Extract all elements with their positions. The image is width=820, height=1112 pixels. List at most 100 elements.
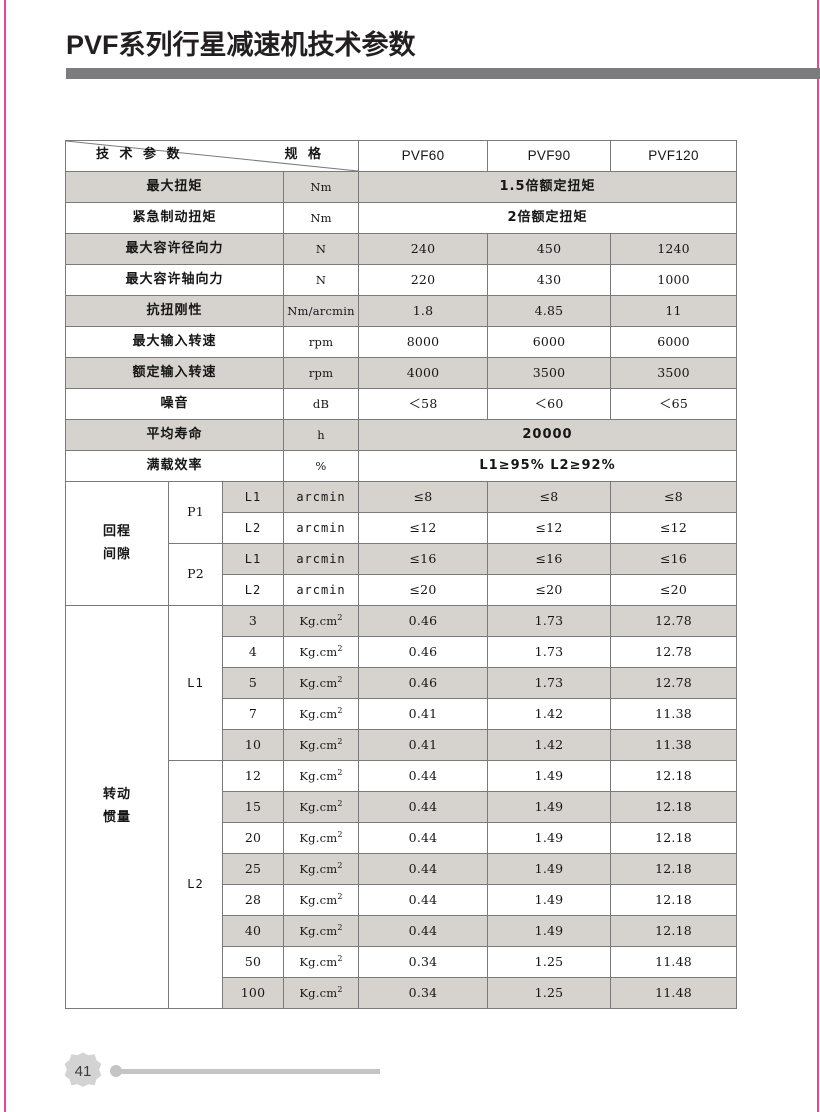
- spec-table-wrapper: 规 格 技 术 参 数 PVF60 PVF90 PVF120 最大扭矩 Nm 1.5倍额定扭矩…: [65, 140, 737, 1009]
- param-unit: rpm: [308, 365, 334, 380]
- param-name: 噪音: [160, 396, 189, 412]
- inertia-unit: Kg.cm2: [299, 736, 343, 752]
- inertia-value: 0.41: [408, 736, 438, 752]
- inertia-value: 0.44: [408, 922, 438, 938]
- backlash-label-line1: 回程: [102, 523, 131, 539]
- inertia-label-line2: 惯量: [102, 810, 131, 825]
- inertia-row: 10 Kg.cm2 0.41 1.42 11.38: [66, 729, 737, 761]
- inertia-value: 1.49: [534, 767, 564, 783]
- inertia-unit-cell: Kg.cm2: [283, 884, 359, 916]
- param-unit: dB: [312, 396, 330, 411]
- inertia-value-cell-3: 12.78: [610, 605, 737, 637]
- backlash-value-cell-2: ≤12: [487, 512, 611, 544]
- inertia-row: 100 Kg.cm2 0.34 1.25 11.48: [66, 977, 737, 1009]
- inertia-value-cell-2: 1.49: [487, 884, 611, 916]
- inertia-value-cell-3: 11.48: [610, 977, 737, 1009]
- backlash-row: L2 arcmin ≤20 ≤20 ≤20: [66, 574, 737, 606]
- inertia-ratio: 10: [244, 736, 262, 752]
- inertia-value: 1.42: [534, 705, 564, 721]
- param-value-cell-merged: 1.5倍额定扭矩: [358, 171, 737, 203]
- inertia-unit: Kg.cm2: [299, 767, 343, 783]
- inertia-value: 0.46: [408, 674, 438, 690]
- inertia-value-cell-2: 1.49: [487, 822, 611, 854]
- param-value-cell-1: 220: [358, 264, 488, 296]
- inertia-unit-cell: Kg.cm2: [283, 822, 359, 854]
- inertia-value-cell-2: 1.42: [487, 729, 611, 761]
- inertia-row: 25 Kg.cm2 0.44 1.49 12.18: [66, 853, 737, 885]
- param-unit-cell: Nm: [283, 171, 359, 203]
- inertia-row: 4 Kg.cm2 0.46 1.73 12.78: [66, 636, 737, 668]
- inertia-ratio: 28: [244, 891, 262, 907]
- inertia-value: 11.48: [655, 984, 692, 1000]
- inertia-value: 12.18: [655, 860, 692, 876]
- backlash-unit: arcmin: [296, 551, 346, 566]
- param-name: 平均寿命: [146, 427, 203, 443]
- inertia-value-cell-2: 1.49: [487, 760, 611, 792]
- backlash-value-cell-1: ≤8: [358, 481, 488, 513]
- model-name: PVF90: [527, 148, 571, 164]
- param-value: 240: [410, 240, 436, 256]
- inertia-value: 1.25: [534, 984, 564, 1000]
- backlash-level-label: L2: [244, 520, 262, 535]
- backlash-value: ≤12: [409, 519, 437, 535]
- inertia-value: 11.38: [655, 705, 692, 721]
- header-spec-label: 规 格: [284, 147, 324, 162]
- param-unit-cell: rpm: [283, 357, 359, 389]
- backlash-stage-cell: P2: [168, 543, 223, 606]
- inertia-value-cell-2: 1.73: [487, 667, 611, 699]
- inertia-ratio-cell: 20: [222, 822, 284, 854]
- table-row: 紧急制动扭矩 Nm 2倍额定扭矩: [65, 202, 737, 234]
- title-underline-bar: [66, 68, 820, 79]
- param-value-cell-2: 6000: [487, 326, 611, 358]
- backlash-unit: arcmin: [296, 520, 346, 535]
- inertia-group-label-cell: 转动 惯量: [65, 605, 169, 1009]
- title-block: PVF系列行星减速机技术参数: [0, 26, 820, 79]
- backlash-stage-label: P1: [187, 504, 204, 520]
- param-unit: %: [315, 458, 327, 473]
- inertia-unit-cell: Kg.cm2: [283, 977, 359, 1009]
- inertia-value: 0.44: [408, 891, 438, 907]
- param-name: 额定输入转速: [132, 365, 217, 381]
- backlash-level-label: L1: [244, 489, 262, 504]
- inertia-unit: Kg.cm2: [299, 860, 343, 876]
- param-value: ＜58: [408, 395, 438, 411]
- param-value-cell-merged: L1≥95% L2≥92%: [358, 450, 737, 482]
- inertia-value-cell-3: 12.18: [610, 915, 737, 947]
- inertia-ratio-cell: 40: [222, 915, 284, 947]
- inertia-value-cell-1: 0.46: [358, 605, 488, 637]
- inertia-value: 1.25: [534, 953, 564, 969]
- param-unit: Nm/arcmin: [287, 303, 355, 318]
- backlash-unit-cell: arcmin: [283, 543, 359, 575]
- inertia-value: 12.18: [655, 829, 692, 845]
- table-header-row: 规 格 技 术 参 数 PVF60 PVF90 PVF120: [65, 140, 737, 172]
- inertia-value: 1.42: [534, 736, 564, 752]
- inertia-stage-cell: L1: [168, 605, 223, 761]
- inertia-ratio: 4: [248, 643, 258, 659]
- backlash-row: 回程 间隙 P1 L1 arcmin ≤8 ≤8 ≤8: [65, 481, 737, 606]
- inertia-label-line1: 转动: [102, 787, 131, 803]
- inertia-value: 12.18: [655, 922, 692, 938]
- diagonal-divider-icon: [66, 141, 358, 171]
- inertia-stage-label: L2: [187, 877, 204, 892]
- backlash-value-cell-3: ≤16: [610, 543, 737, 575]
- inertia-ratio-cell: 5: [222, 667, 284, 699]
- inertia-unit: Kg.cm2: [299, 705, 343, 721]
- param-unit-cell: Nm/arcmin: [283, 295, 359, 327]
- inertia-value: 1.73: [534, 674, 564, 690]
- backlash-unit: arcmin: [296, 489, 346, 504]
- param-unit: h: [317, 427, 325, 442]
- param-name-cell: 满载效率: [65, 450, 284, 482]
- param-name-cell: 紧急制动扭矩: [65, 202, 284, 234]
- inertia-ratio-cell: 25: [222, 853, 284, 885]
- model-name: PVF60: [401, 148, 445, 164]
- param-value-cell-3: ＜65: [610, 388, 737, 420]
- param-value: 6000: [532, 333, 566, 349]
- inertia-unit-cell: Kg.cm2: [283, 853, 359, 885]
- inertia-unit: Kg.cm2: [299, 798, 343, 814]
- param-value-cell-2: 3500: [487, 357, 611, 389]
- backlash-value-cell-2: ≤20: [487, 574, 611, 606]
- inertia-value-cell-3: 12.18: [610, 791, 737, 823]
- backlash-unit-cell: arcmin: [283, 481, 359, 513]
- inertia-value-cell-2: 1.49: [487, 853, 611, 885]
- gear-badge: 41: [62, 1050, 104, 1092]
